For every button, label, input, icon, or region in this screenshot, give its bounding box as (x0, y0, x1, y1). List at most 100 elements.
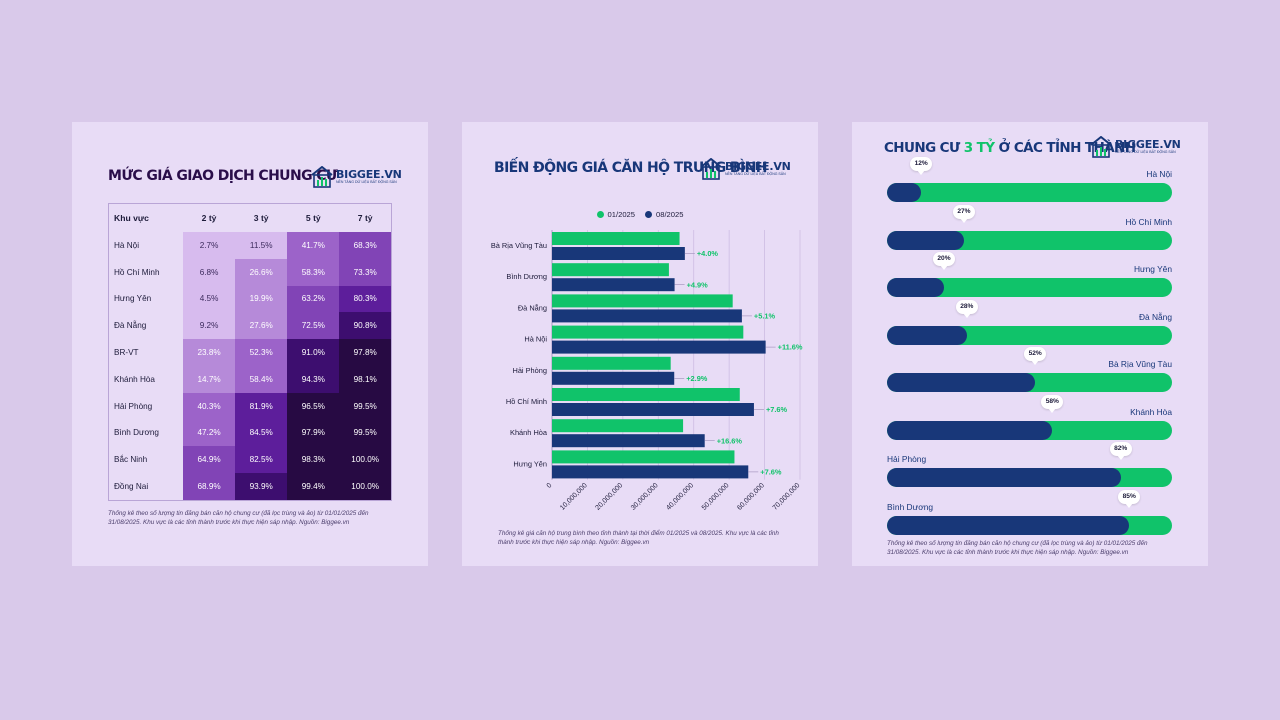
heatmap-cell: 99.5% (339, 419, 392, 447)
price-bar-chart: 0 10,000,000 20,000,000 30,000,000 40,000,00… (491, 230, 803, 512)
progress-label: Khánh Hòa (1130, 406, 1172, 417)
heatmap-row-label: Hà Nội (114, 240, 140, 250)
heatmap-cell: 68.9% (183, 473, 236, 501)
heatmap-corner-label: Khu vực (114, 213, 149, 223)
progress-value-bubble: 20% (933, 252, 955, 270)
heatmap-row-label: Hưng Yên (114, 294, 152, 304)
change-label: +4.9% (687, 280, 709, 289)
bar-jan-2025 (552, 232, 680, 245)
progress-track (887, 183, 1172, 202)
legend-label-jan: 01/2025 (607, 210, 635, 219)
legend-item-jan: 01/2025 (596, 210, 635, 219)
category-label: Đà Nẵng (518, 303, 547, 312)
progress-track (887, 420, 1172, 440)
heatmap-cell: 26.6% (235, 258, 288, 286)
heatmap-cell: 97.9% (287, 419, 340, 447)
brand-logo: BIGGEE.VN NỀN TẢNG DỮ LIỆU BẤT ĐỘNG SẢN (700, 158, 791, 180)
heatmap-cell: 52.3% (235, 339, 288, 366)
heatmap-cell: 84.5% (235, 419, 288, 447)
heatmap-cell: 47.2% (183, 419, 236, 447)
price-chart-title: BIẾN ĐỘNG GIÁ CĂN HỘ TRUNG BÌNH (494, 160, 767, 176)
heatmap-cell: 82.5% (235, 446, 288, 474)
change-label: +5.1% (754, 312, 776, 321)
heatmap-row-label: Hải Phòng (114, 401, 153, 411)
change-label: +16.6% (717, 436, 743, 445)
heatmap-title: MỨC GIÁ GIAO DỊCH CHUNG CƯ (108, 168, 338, 184)
progress-track (887, 278, 1172, 297)
progress-label: Bà Rịa Vũng Tàu (1108, 359, 1172, 369)
building-chart-icon (1090, 136, 1112, 158)
heatmap-cell: 80.3% (339, 285, 392, 313)
heatmap-cell: 2.7% (183, 232, 236, 259)
bar-jan-2025 (552, 388, 740, 401)
progress-track (887, 515, 1172, 535)
progress-value-bubble: 28% (955, 299, 978, 318)
x-tick-label: 20,000,000 (595, 482, 625, 512)
heatmap-note: Thống kê theo số lượng tin đăng bán căn … (108, 510, 369, 526)
heatmap-header-row: Khu vực 2 tỷ 3 tỷ 5 tỷ 7 tỷ (109, 204, 392, 233)
heatmap-cell: 98.1% (339, 365, 392, 393)
heatmap-row: Hồ Chí Minh 6.8% 26.6% 58.3% 73.3% (109, 258, 392, 286)
progress-label: Hà Nội (1146, 169, 1172, 179)
heatmap-cell: 9.2% (183, 312, 236, 340)
heatmap-cell: 93.9% (235, 473, 288, 501)
legend-item-aug: 08/2025 (645, 210, 683, 219)
heatmap-cell: 6.8% (183, 258, 236, 286)
heatmap-row-label: Khánh Hòa (114, 374, 155, 384)
brand-tagline: NỀN TẢNG DỮ LIỆU BẤT ĐỘNG SẢN (1115, 150, 1176, 155)
category-label: Bà Rịa Vũng Tàu (491, 241, 547, 250)
progress-fill (887, 230, 964, 250)
category-label: Hà Nội (524, 335, 547, 344)
brand-name: BIGGEE.VN (725, 160, 791, 174)
brand-logo: BIGGEE.VN NỀN TẢNG DỮ LIỆU BẤT ĐỘNG SẢN (311, 166, 402, 188)
x-tick-label: 60,000,000 (736, 482, 766, 512)
brand-tagline: NỀN TẢNG DỮ LIỆU BẤT ĐỘNG SẢN (336, 180, 397, 185)
bar-aug-2025 (552, 371, 675, 385)
heatmap-column-header: 7 tỷ (357, 213, 373, 223)
heatmap-row: Đà Nẵng 9.2% 27.6% 72.5% 90.8% (109, 312, 392, 340)
brand-name: BIGGEE.VN (336, 168, 402, 182)
bar-aug-2025 (552, 247, 685, 260)
heatmap-row: Khánh Hòa 14.7% 58.4% 94.3% 98.1% (109, 365, 392, 393)
heatmap-cell: 68.3% (339, 232, 392, 259)
progress-value-bubble: 12% (910, 157, 933, 175)
bar-aug-2025 (552, 309, 742, 323)
heatmap-table: Khu vực 2 tỷ 3 tỷ 5 tỷ 7 tỷ Hà Nội 2.7% 11.5% 4… (108, 203, 392, 501)
heatmap-column-header: 2 tỷ (201, 213, 217, 223)
x-tick-label: 0 (546, 482, 554, 490)
bar-jan-2025 (552, 325, 744, 339)
x-tick-label: 70,000,000 (772, 482, 802, 512)
heatmap-cell: 14.7% (183, 365, 236, 393)
category-label: Hải Phòng (512, 366, 547, 375)
heatmap-cell: 58.4% (235, 365, 288, 393)
heatmap-cell: 98.3% (287, 446, 340, 474)
bar-aug-2025 (552, 340, 766, 354)
progress-fill (887, 515, 1130, 535)
heatmap-row: Hải Phòng 40.3% 81.9% 96.5% 99.5% (109, 392, 392, 420)
progress-value-bubble: 27% (952, 204, 975, 223)
change-label: +11.6% (778, 343, 803, 352)
heatmap-cell: 23.8% (183, 339, 236, 366)
heatmap-cell: 19.9% (235, 285, 288, 313)
bar-jan-2025 (552, 450, 735, 464)
heatmap-row: Hà Nội 2.7% 11.5% 41.7% 68.3% (109, 232, 392, 259)
title-part-1: CHUNG CƯ (884, 140, 964, 156)
progress-value-bubble: 85% (1118, 489, 1141, 508)
heatmap-cell: 72.5% (287, 312, 340, 340)
heatmap-cell: 91.0% (287, 339, 340, 366)
chart-legend: 01/2025 08/2025 (462, 210, 818, 219)
legend-label-aug: 08/2025 (656, 210, 684, 219)
bar-jan-2025 (552, 356, 671, 370)
heatmap-cell: 73.3% (339, 258, 392, 286)
heatmap-cell: 94.3% (287, 365, 340, 393)
heatmap-cell: 99.5% (339, 392, 392, 420)
progress-fill (887, 278, 944, 297)
building-chart-icon (311, 166, 333, 188)
heatmap-row-label: Đà Nẵng (114, 321, 147, 331)
heatmap-row-label: Đồng Nai (114, 482, 149, 492)
heatmap-row: Hưng Yên 4.5% 19.9% 63.2% 80.3% (109, 285, 392, 313)
heatmap-cell: 41.7% (287, 232, 340, 259)
heatmap-cell: 90.8% (339, 312, 392, 340)
price-change-card: BIẾN ĐỘNG GIÁ CĂN HỘ TRUNG BÌNH BIGGEE.V… (462, 122, 818, 566)
category-label: Khánh Hòa (510, 428, 548, 437)
